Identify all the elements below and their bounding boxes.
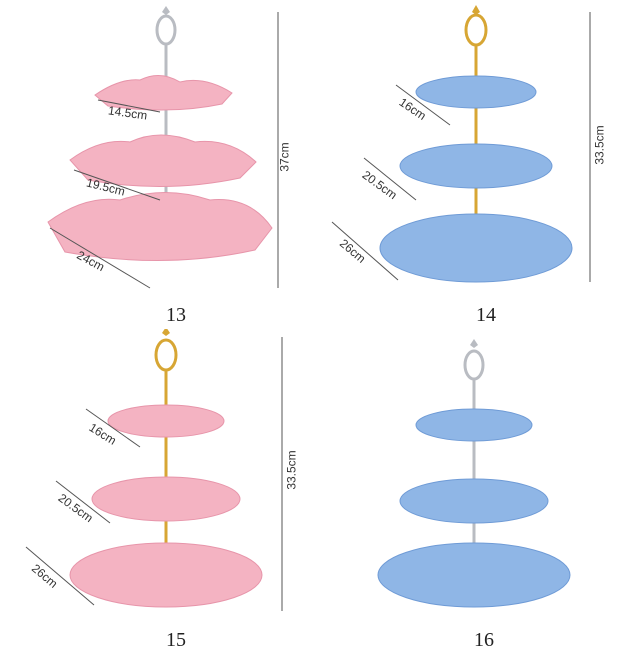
height-label: 33.5cm <box>284 450 299 490</box>
cake-stand-16-illustration <box>377 339 571 608</box>
cake-stand-14-illustration <box>331 5 591 283</box>
product-14: 16cm 20.5cm 26cm 33.5cm 14 <box>320 0 640 329</box>
product-16: 16 <box>320 329 640 658</box>
item-number: 16 <box>474 629 494 651</box>
item-number: 14 <box>476 304 496 326</box>
cake-stand-15-illustration <box>25 329 283 611</box>
item-number: 15 <box>166 629 186 651</box>
item-number: 13 <box>166 304 186 326</box>
height-label: 37cm <box>277 142 292 172</box>
product-15: 16cm 20.5cm 26cm 33.5cm 15 <box>0 329 320 658</box>
height-label: 33.5cm <box>592 125 607 165</box>
product-13: 14.5cm 19.5cm 24cm 37cm 13 <box>0 0 320 329</box>
cake-stand-13-illustration <box>47 6 279 289</box>
